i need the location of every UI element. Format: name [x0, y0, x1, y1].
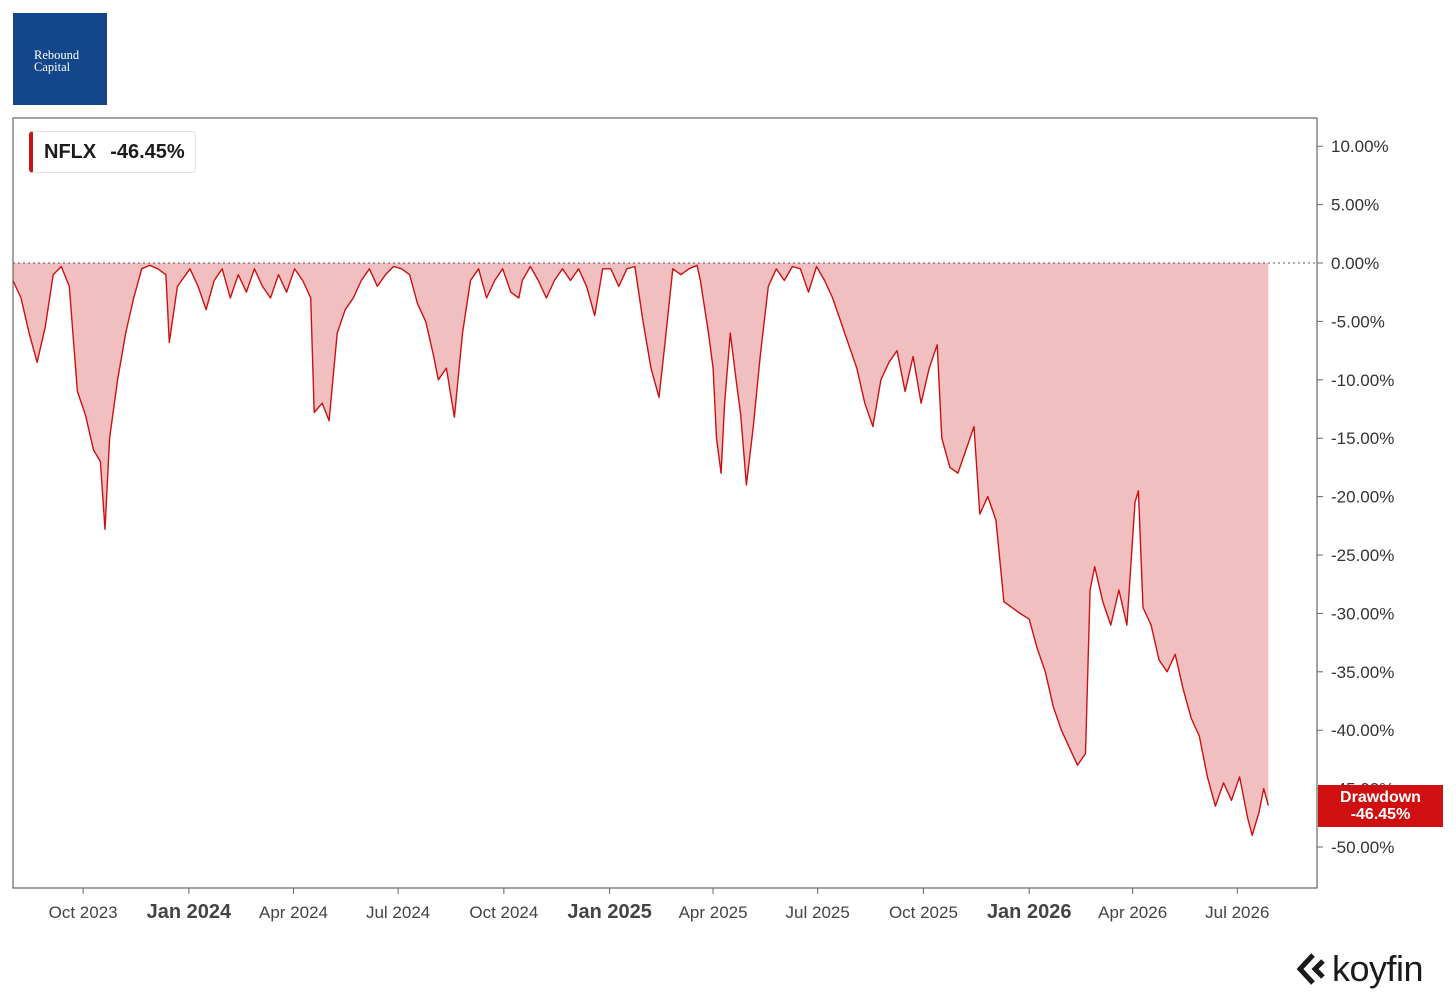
y-tick-label: -25.00% — [1331, 546, 1394, 565]
plot-frame — [12, 117, 1318, 889]
current-drawdown-title: Drawdown — [1340, 789, 1421, 806]
series-legend[interactable]: NFLX -46.45% — [29, 131, 196, 173]
x-tick-label: Jan 2024 — [147, 901, 232, 923]
y-tick-label: -35.00% — [1331, 663, 1394, 682]
y-tick-label: 5.00% — [1331, 196, 1379, 215]
x-tick-label: Apr 2026 — [1098, 903, 1167, 922]
drawdown-line — [12, 264, 1269, 836]
y-tick-label: -20.00% — [1331, 488, 1394, 507]
rebound-capital-logo: Rebound Capital — [13, 13, 107, 105]
x-tick-label: Oct 2024 — [469, 903, 538, 922]
x-tick-label: Oct 2025 — [889, 903, 958, 922]
x-tick-label: Jan 2026 — [987, 901, 1072, 923]
logo-line-2: Capital — [34, 60, 71, 74]
x-tick-label: Oct 2023 — [49, 903, 118, 922]
y-tick-label: -15.00% — [1331, 429, 1394, 448]
x-tick-label: Apr 2025 — [679, 903, 748, 922]
x-tick-label: Jul 2025 — [786, 903, 850, 922]
y-tick-label: -10.00% — [1331, 371, 1394, 390]
koyfin-brand: koyfin — [1296, 948, 1424, 990]
x-tick-label: Jul 2024 — [366, 903, 430, 922]
y-tick-label: 0.00% — [1331, 254, 1379, 273]
logo-line-1: Rebound — [34, 48, 80, 62]
y-tick-label: -40.00% — [1331, 721, 1394, 740]
legend-ticker: NFLX — [44, 140, 97, 163]
y-tick-label: 10.00% — [1331, 137, 1389, 156]
current-drawdown-label: Drawdown -46.45% — [1318, 785, 1443, 827]
x-tick-label: Jan 2025 — [567, 901, 652, 923]
y-tick-label: -30.00% — [1331, 604, 1394, 623]
x-tick-label: Apr 2024 — [259, 903, 328, 922]
x-tick-label: Jul 2026 — [1205, 903, 1269, 922]
y-tick-label: -5.00% — [1331, 312, 1385, 331]
drawdown-area — [13, 263, 1269, 836]
koyfin-wordmark: koyfin — [1332, 948, 1424, 989]
current-drawdown-value: -46.45% — [1350, 806, 1411, 823]
y-tick-label: -50.00% — [1331, 838, 1394, 857]
koyfin-chevron-icon — [1296, 953, 1325, 985]
legend-value: -46.45% — [110, 140, 185, 163]
